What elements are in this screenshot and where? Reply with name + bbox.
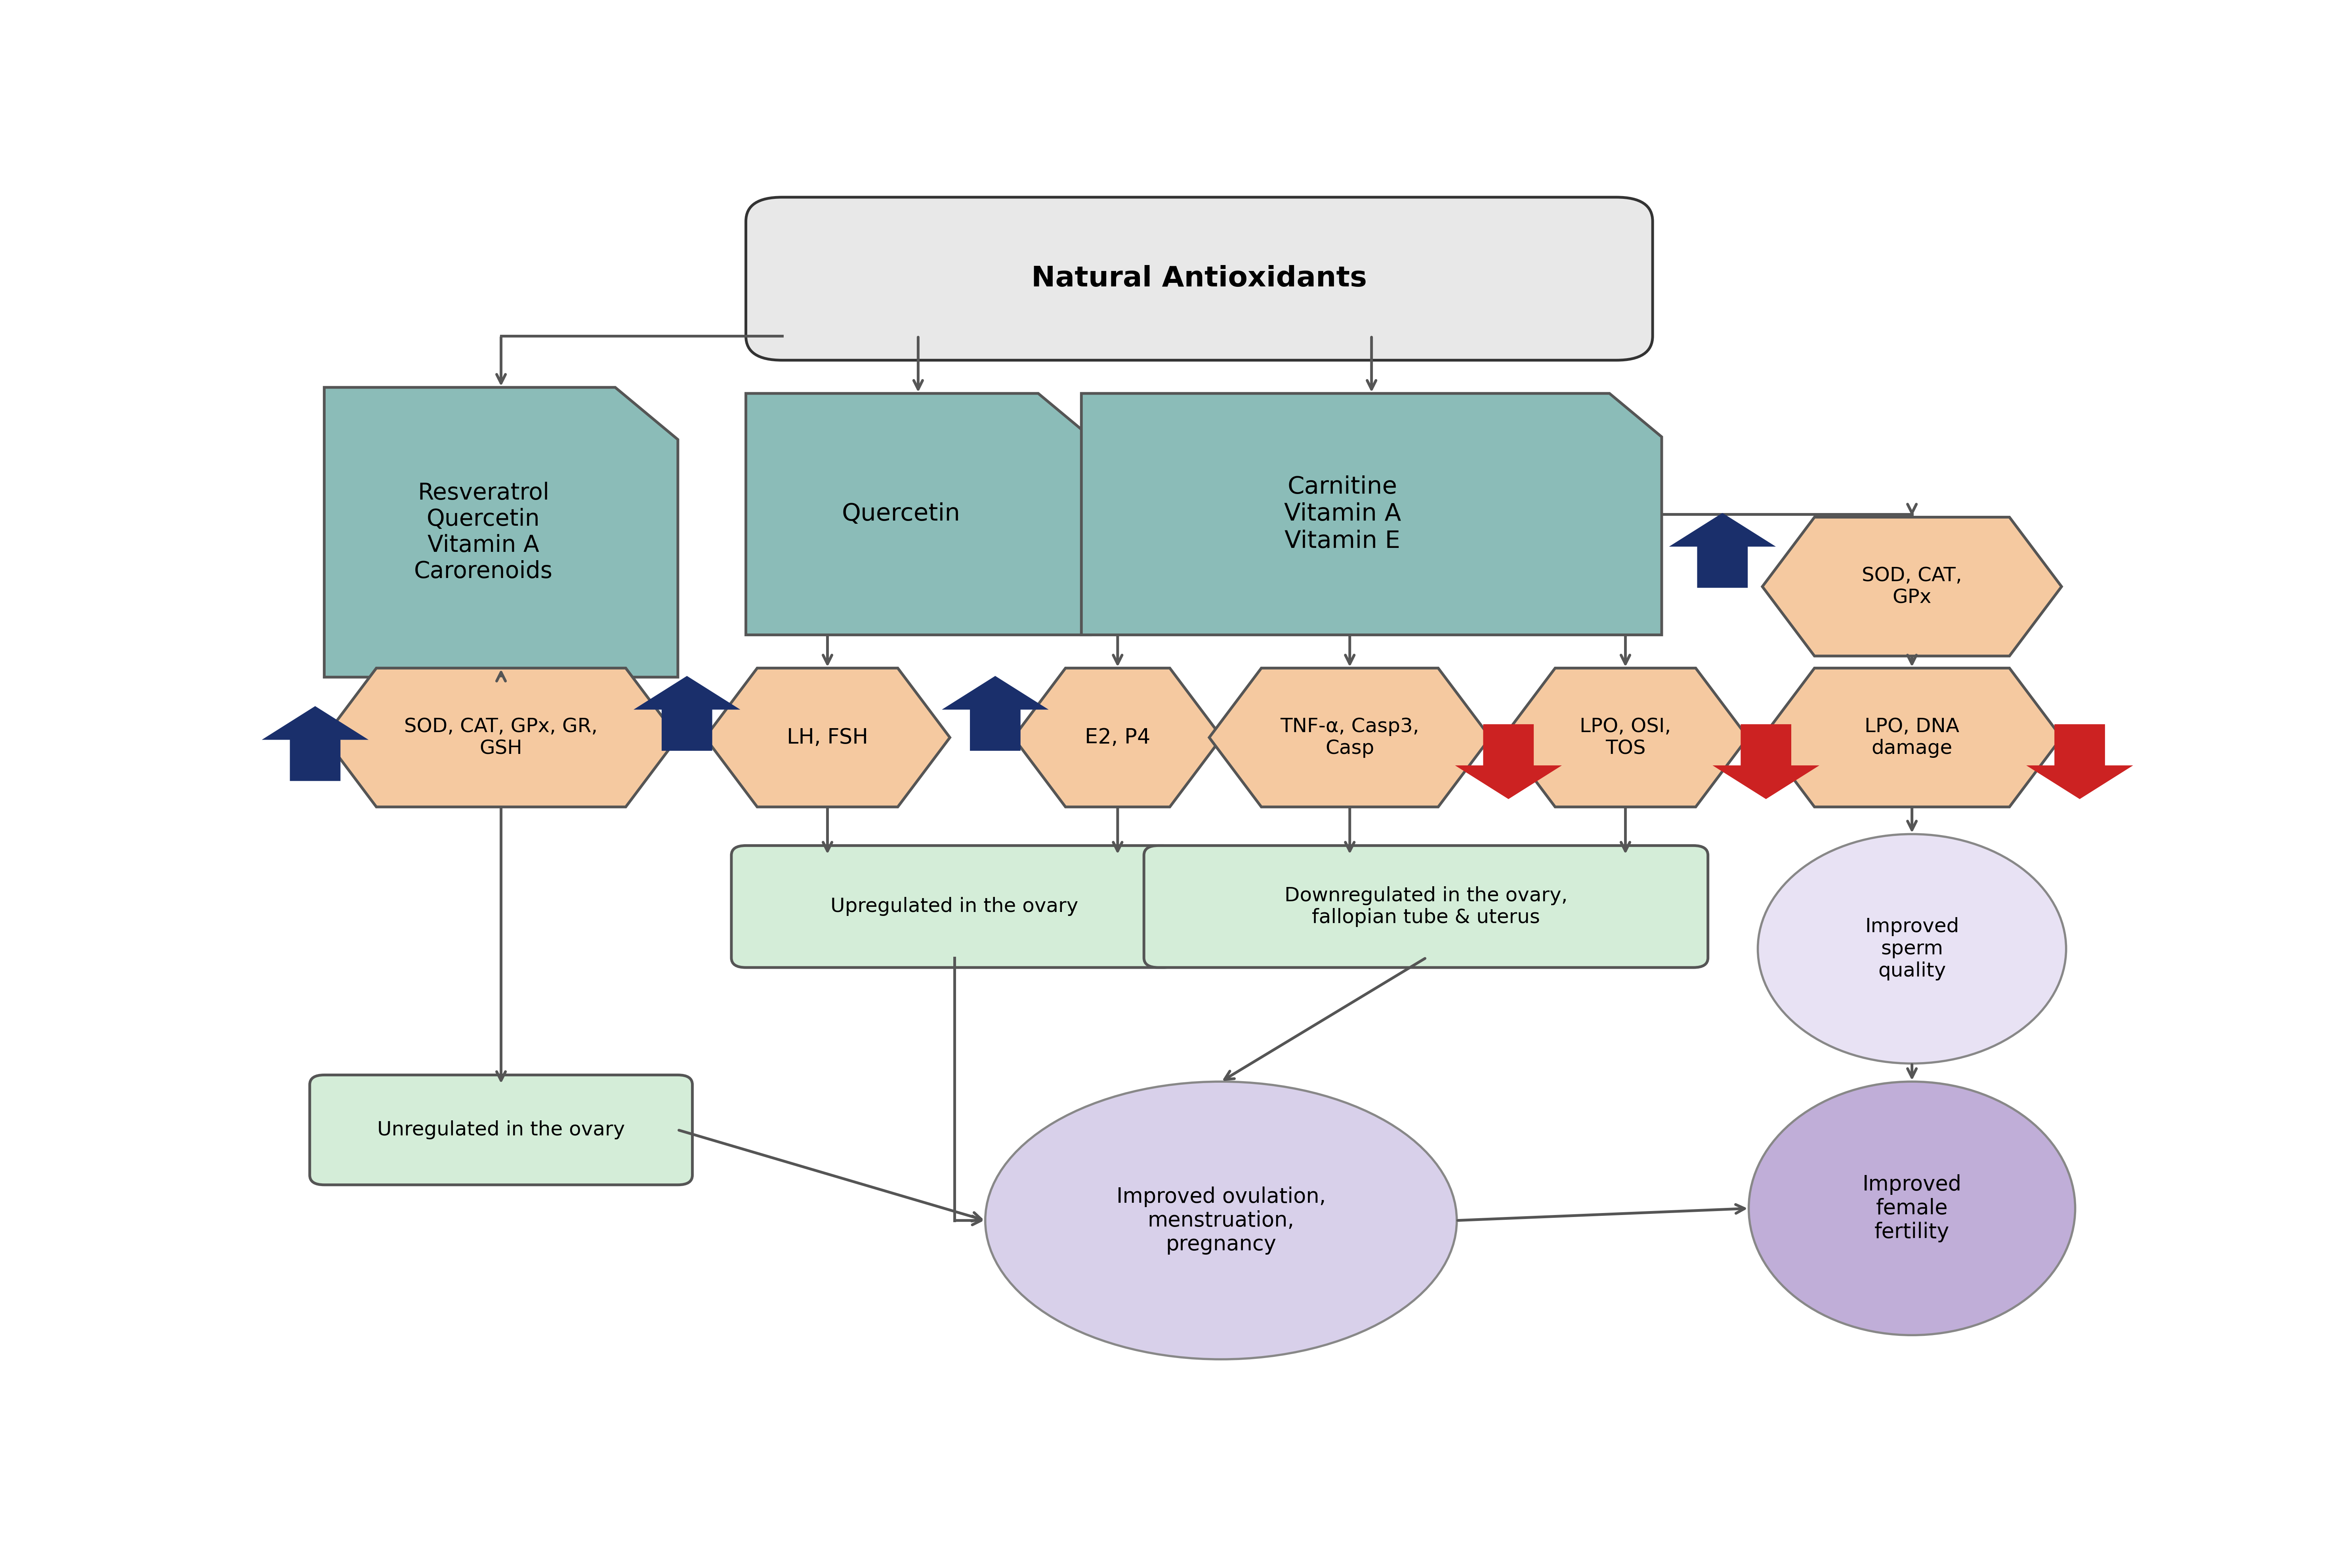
Polygon shape (634, 676, 739, 751)
Text: Natural Antioxidants: Natural Antioxidants (1032, 265, 1367, 292)
Text: TNF-α, Casp3,
Casp: TNF-α, Casp3, Casp (1280, 717, 1420, 757)
Polygon shape (704, 668, 950, 808)
Text: SOD, CAT,
GPx: SOD, CAT, GPx (1863, 566, 1961, 607)
Ellipse shape (1757, 834, 2066, 1063)
Polygon shape (746, 394, 1090, 635)
Polygon shape (1502, 668, 1748, 808)
Polygon shape (1713, 724, 1821, 800)
Text: LH, FSH: LH, FSH (786, 728, 868, 748)
Text: Upregulated in the ovary: Upregulated in the ovary (831, 897, 1079, 916)
Text: SOD, CAT, GPx, GR,
GSH: SOD, CAT, GPx, GR, GSH (405, 717, 597, 757)
Polygon shape (262, 706, 370, 781)
Ellipse shape (1748, 1082, 2076, 1336)
Polygon shape (1455, 724, 1561, 800)
Polygon shape (1668, 513, 1776, 588)
FancyBboxPatch shape (732, 845, 1177, 967)
Polygon shape (1762, 517, 2062, 655)
Text: E2, P4: E2, P4 (1086, 728, 1151, 748)
Text: LPO, OSI,
TOS: LPO, OSI, TOS (1580, 717, 1671, 757)
Polygon shape (325, 387, 679, 677)
Polygon shape (1762, 668, 2062, 808)
FancyBboxPatch shape (309, 1076, 693, 1185)
FancyBboxPatch shape (746, 198, 1652, 361)
Polygon shape (1081, 394, 1661, 635)
Text: LPO, DNA
damage: LPO, DNA damage (1865, 717, 1959, 757)
Text: Improved ovulation,
menstruation,
pregnancy: Improved ovulation, menstruation, pregna… (1116, 1187, 1327, 1254)
FancyBboxPatch shape (1144, 845, 1708, 967)
Polygon shape (2026, 724, 2134, 800)
Text: Downregulated in the ovary,
fallopian tube & uterus: Downregulated in the ovary, fallopian tu… (1285, 886, 1568, 927)
Text: Resveratrol
Quercetin
Vitamin A
Carorenoids: Resveratrol Quercetin Vitamin A Caroreno… (414, 481, 552, 583)
Polygon shape (325, 668, 679, 808)
Text: Improved
sperm
quality: Improved sperm quality (1865, 917, 1959, 980)
Text: Carnitine
Vitamin A
Vitamin E: Carnitine Vitamin A Vitamin E (1285, 475, 1402, 554)
Text: Quercetin: Quercetin (842, 502, 959, 525)
Ellipse shape (985, 1082, 1458, 1359)
Polygon shape (1210, 668, 1491, 808)
Text: Unregulated in the ovary: Unregulated in the ovary (377, 1121, 625, 1140)
Polygon shape (1013, 668, 1221, 808)
Text: Improved
female
fertility: Improved female fertility (1863, 1174, 1961, 1242)
Polygon shape (941, 676, 1048, 751)
